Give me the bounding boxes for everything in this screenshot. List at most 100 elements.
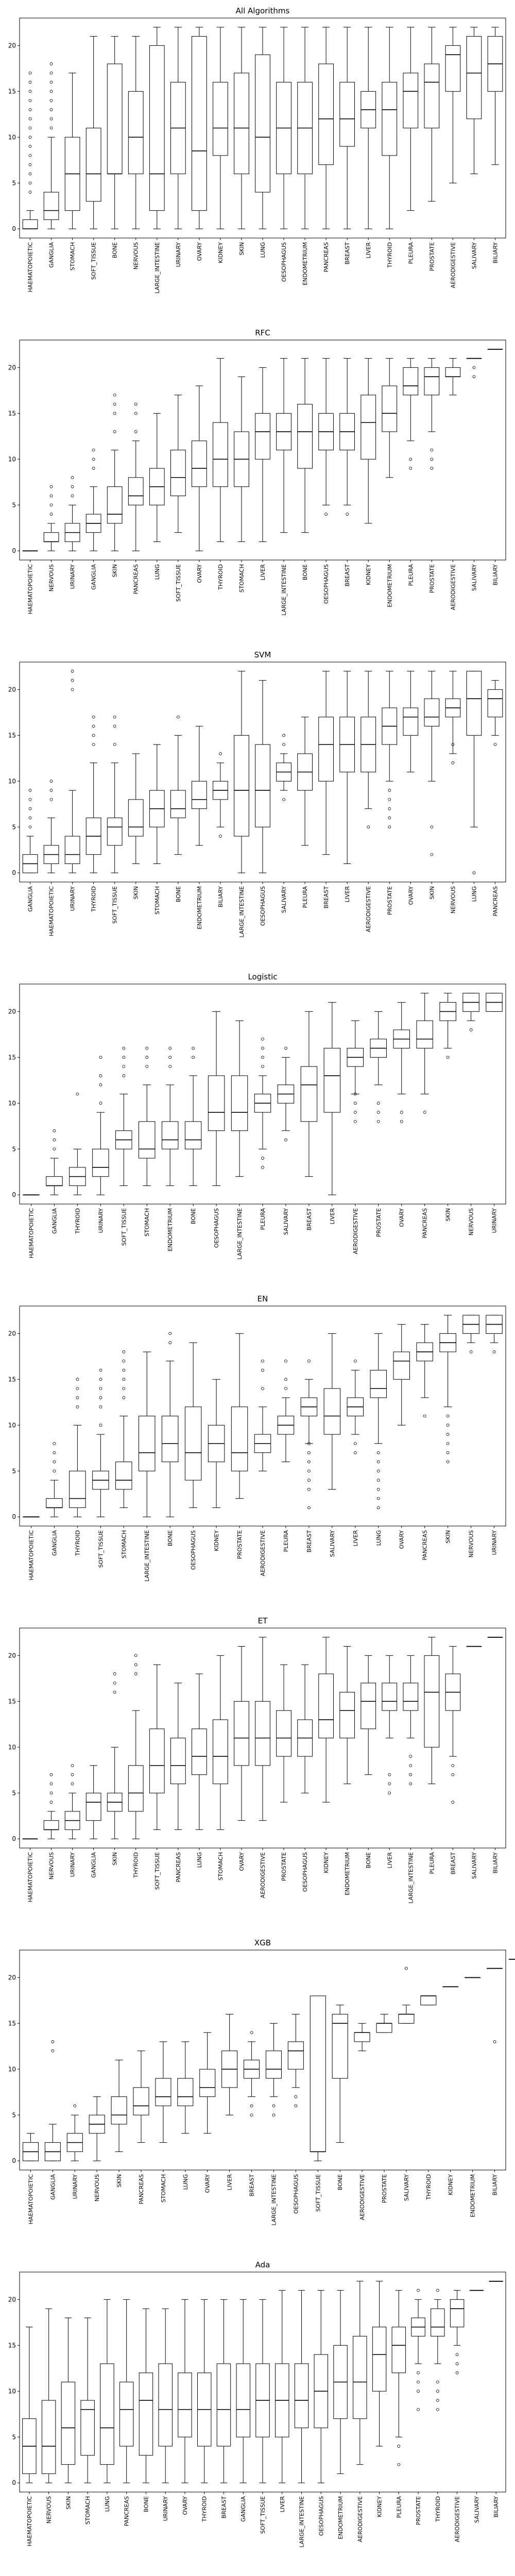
box-group bbox=[382, 1655, 398, 1795]
x-tick-label: PANCREAS bbox=[492, 886, 499, 916]
x-tick-label: BREAST bbox=[323, 886, 330, 909]
x-tick-label: STOMACH bbox=[160, 2174, 167, 2202]
box-plot: Logistic 0 5 10 15 20 HAEMATOPOIETIC GANGLIA THY… bbox=[8, 972, 506, 1260]
x-tick-label: AERODIGESTIVE bbox=[357, 2496, 364, 2542]
outlier-point bbox=[92, 457, 95, 461]
box-group bbox=[44, 2040, 61, 2161]
x-tick-label: BILIARY bbox=[492, 564, 499, 586]
box-group bbox=[382, 671, 398, 829]
x-tick-label: THYROID bbox=[435, 2496, 441, 2522]
box-group bbox=[139, 1046, 156, 1186]
box-group bbox=[431, 2289, 445, 2411]
box-group bbox=[177, 2041, 194, 2134]
outlier-point bbox=[376, 1479, 380, 1482]
box bbox=[339, 1692, 355, 1739]
outlier-point bbox=[446, 1056, 450, 1059]
box-group bbox=[300, 1011, 318, 1177]
x-tick-label: LIVER bbox=[329, 1208, 336, 1225]
outlier-point bbox=[49, 80, 53, 84]
x-tick-label: SALIVARY bbox=[473, 2496, 480, 2523]
y-tick-label: 10 bbox=[8, 455, 16, 463]
outlier-point bbox=[53, 1138, 56, 1142]
box-group bbox=[22, 2133, 39, 2161]
outlier-point bbox=[423, 1111, 426, 1114]
y-tick-label: 15 bbox=[8, 1698, 16, 1705]
outlier-point bbox=[469, 1350, 473, 1353]
box-group bbox=[92, 1368, 109, 1517]
outlier-point bbox=[346, 513, 349, 516]
box-group bbox=[85, 715, 101, 873]
y-tick-label: 20 bbox=[8, 1008, 16, 1015]
chart-title: RFC bbox=[255, 328, 270, 337]
x-tick-label: PROSTATE bbox=[381, 2174, 388, 2203]
box-plot: All Algorithms 0 5 10 15 20 HAEMATOPOIETIC GANG… bbox=[8, 6, 506, 294]
x-tick-label: BILIARY bbox=[492, 2174, 499, 2196]
box-group bbox=[276, 1664, 291, 1803]
outlier-point bbox=[446, 1433, 450, 1436]
box-group bbox=[276, 27, 291, 229]
outlier-point bbox=[307, 1359, 311, 1363]
outlier-point bbox=[134, 1663, 138, 1667]
box bbox=[287, 2041, 304, 2070]
x-tick-label: OESOPHAGUS bbox=[281, 242, 287, 282]
x-tick-label: LUNG bbox=[260, 242, 266, 258]
outlier-point bbox=[282, 743, 285, 747]
box-group bbox=[111, 2060, 127, 2152]
outlier-point bbox=[405, 1967, 408, 1970]
box bbox=[231, 1075, 248, 1131]
x-tick-label: SKIN bbox=[65, 2496, 72, 2510]
x-tick-label: KIDNEY bbox=[217, 242, 224, 263]
outlier-point bbox=[376, 1101, 380, 1105]
outlier-point bbox=[71, 1773, 74, 1776]
x-tick-label: THYROID bbox=[425, 2174, 432, 2200]
x-tick-label: LIVER bbox=[344, 886, 351, 903]
box-group bbox=[297, 358, 313, 533]
box bbox=[445, 45, 461, 92]
outlier-point bbox=[53, 1469, 56, 1473]
outlier-point bbox=[409, 1755, 413, 1758]
x-tick-label: HAEMATOPOIETIC bbox=[27, 564, 34, 615]
x-tick-label: PROSTATE bbox=[428, 564, 435, 593]
box bbox=[119, 2382, 134, 2447]
x-tick-label: BREAST bbox=[450, 1852, 456, 1875]
box-group bbox=[370, 1333, 387, 1510]
chart-title: SVM bbox=[254, 650, 271, 659]
box-group bbox=[508, 1958, 515, 1960]
box-group bbox=[339, 358, 355, 516]
box bbox=[139, 2372, 153, 2456]
chart-title: Ada bbox=[255, 2260, 270, 2269]
x-tick-label: BONE bbox=[365, 1852, 372, 1868]
x-tick-label: HAEMATOPOIETIC bbox=[28, 1208, 35, 1259]
outlier-point bbox=[145, 1056, 149, 1059]
x-tick-label: THYROID bbox=[91, 886, 97, 912]
box-group bbox=[339, 671, 355, 864]
chart-title: EN bbox=[258, 1294, 268, 1303]
box-group bbox=[107, 1672, 123, 1839]
box-group bbox=[115, 1350, 132, 1508]
x-tick-label: URINARY bbox=[70, 886, 76, 911]
box-group bbox=[424, 1637, 440, 1784]
x-tick-label: ENDOMETRIUM bbox=[196, 886, 203, 929]
box bbox=[339, 82, 355, 147]
box bbox=[372, 2327, 387, 2392]
box-group bbox=[178, 2299, 192, 2483]
box bbox=[318, 1673, 334, 1738]
x-tick-label: SKIN bbox=[133, 886, 140, 900]
outlier-point bbox=[430, 825, 434, 829]
box-group bbox=[353, 2281, 367, 2465]
box bbox=[213, 422, 228, 487]
box-group bbox=[466, 671, 482, 875]
outlier-point bbox=[417, 2380, 420, 2384]
y-tick-label: 20 bbox=[8, 1330, 16, 1337]
y-tick-label: 10 bbox=[8, 1099, 16, 1107]
box-group bbox=[487, 680, 503, 747]
box bbox=[22, 219, 38, 229]
outlier-point bbox=[28, 191, 32, 194]
box-group bbox=[416, 1324, 433, 1418]
outlier-point bbox=[53, 1147, 56, 1151]
x-tick-label: HAEMATOPOIETIC bbox=[26, 2496, 33, 2547]
x-tick-label: KIDNEY bbox=[213, 1530, 220, 1551]
x-tick-label: THYROID bbox=[74, 1530, 81, 1556]
outlier-point bbox=[28, 789, 32, 792]
